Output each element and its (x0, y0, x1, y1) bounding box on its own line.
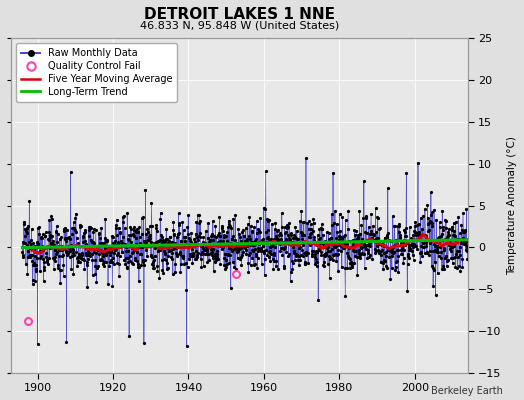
Legend: Raw Monthly Data, Quality Control Fail, Five Year Moving Average, Long-Term Tren: Raw Monthly Data, Quality Control Fail, … (16, 43, 178, 102)
Title: DETROIT LAKES 1 NNE: DETROIT LAKES 1 NNE (144, 7, 335, 22)
Y-axis label: Temperature Anomaly (°C): Temperature Anomaly (°C) (507, 136, 517, 275)
Text: Berkeley Earth: Berkeley Earth (431, 386, 503, 396)
Text: 46.833 N, 95.848 W (United States): 46.833 N, 95.848 W (United States) (140, 20, 339, 30)
